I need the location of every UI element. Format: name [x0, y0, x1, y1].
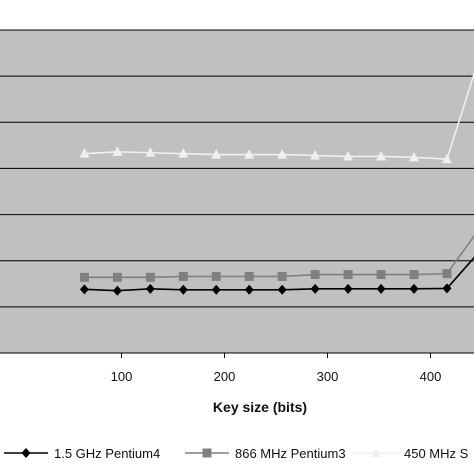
x-tick-label-100: 100	[111, 369, 133, 384]
x-axis-title: Key size (bits)	[213, 399, 307, 415]
data-point-2-12	[442, 269, 452, 279]
data-point-2-7	[277, 271, 287, 281]
legend-item-2: 866 MHz Pentium3	[185, 446, 346, 461]
data-point-3-7	[277, 149, 288, 159]
grid-lines	[0, 75, 474, 308]
data-point-2-5	[211, 271, 221, 281]
data-point-1-1	[79, 284, 89, 295]
data-point-1-4	[178, 284, 188, 295]
data-point-3-2	[112, 146, 123, 156]
data-point-3-11	[409, 151, 420, 162]
data-point-1-11	[409, 283, 419, 294]
data-point-2-3	[145, 272, 155, 282]
data-point-1-6	[244, 284, 254, 295]
data-point-3-8	[310, 150, 321, 160]
data-point-1-10	[376, 283, 386, 294]
legend-item-1: 1.5 GHz Pentium4	[4, 446, 160, 461]
data-point-3-3	[145, 147, 156, 157]
data-point-2-2	[112, 272, 122, 282]
data-point-2-8	[310, 270, 320, 280]
legend-item-3: 450 MHz S	[354, 446, 469, 461]
legend-label-1: 1.5 GHz Pentium4	[54, 446, 160, 461]
legend: 1.5 GHz Pentium4 866 MHz Pentium3 450 MHz …	[4, 446, 469, 461]
data-point-3-4	[178, 148, 189, 158]
plot-area	[0, 29, 474, 354]
data-series	[79, 71, 474, 296]
legend-label-2: 866 MHz Pentium3	[235, 446, 346, 461]
data-point-1-12	[442, 283, 452, 294]
data-point-1-3	[145, 283, 155, 294]
data-point-2-11	[409, 270, 419, 280]
series-1	[79, 256, 474, 296]
data-point-3-5	[211, 149, 222, 159]
data-point-2-4	[178, 271, 188, 281]
legend-label-3: 450 MHz S	[404, 446, 469, 461]
data-point-3-6	[244, 149, 255, 159]
x-tick-label-400: 400	[420, 369, 442, 384]
data-point-2-10	[376, 270, 386, 280]
x-axis-ticks: 100200300400500	[111, 353, 442, 384]
data-point-2-1	[79, 272, 89, 282]
series-3	[79, 71, 474, 164]
data-point-2-6	[244, 271, 254, 281]
data-point-1-5	[211, 284, 221, 295]
legend-marker-2	[202, 448, 212, 458]
legend-marker-3	[371, 447, 381, 457]
data-point-1-9	[343, 283, 353, 294]
data-point-3-1	[79, 148, 90, 158]
data-point-1-7	[277, 284, 287, 295]
data-point-3-9	[343, 150, 354, 161]
legend-marker-1	[21, 448, 31, 458]
x-tick-label-300: 300	[317, 369, 339, 384]
data-point-1-8	[310, 283, 320, 294]
x-tick-label-200: 200	[214, 369, 236, 384]
data-point-1-2	[112, 285, 122, 296]
series-2	[79, 234, 474, 282]
data-point-3-12	[441, 153, 452, 164]
data-point-2-9	[343, 270, 353, 280]
data-point-3-10	[376, 150, 387, 161]
